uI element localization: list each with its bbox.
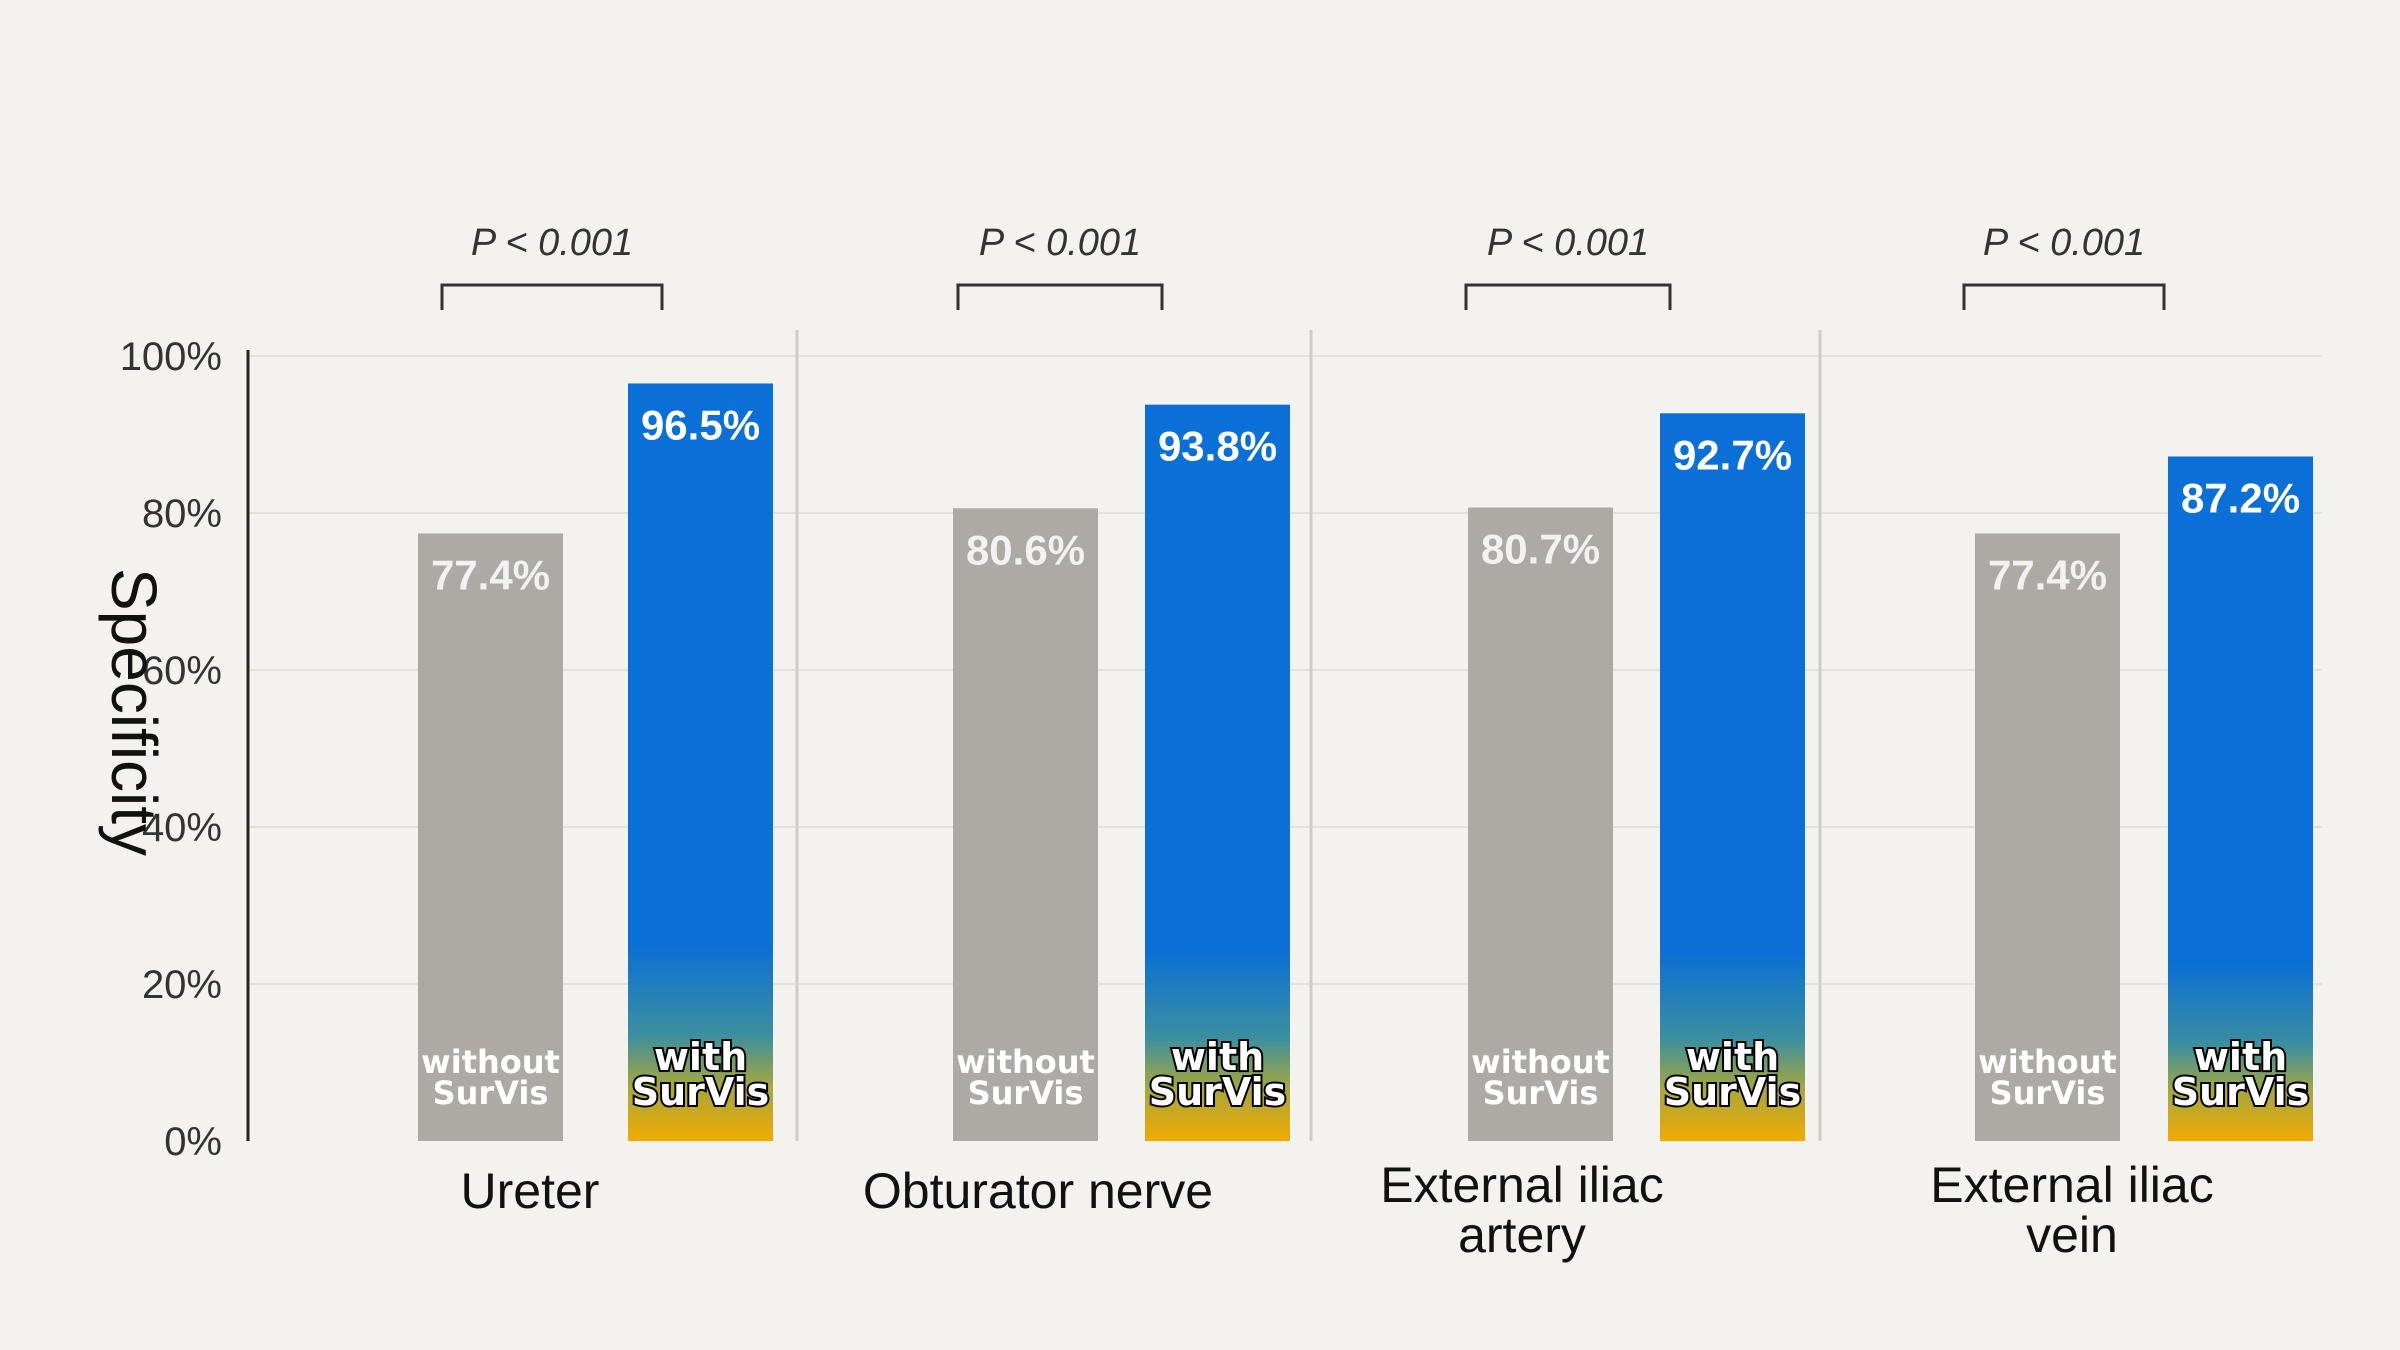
value-label-with: 87.2% xyxy=(2181,474,2300,521)
series-label-with: SurVis xyxy=(632,1070,770,1114)
category-label: vein xyxy=(2026,1207,2118,1263)
series-label-with: SurVis xyxy=(2172,1070,2310,1114)
significance-bracket xyxy=(956,283,1164,310)
category-label: External iliac xyxy=(1380,1157,1663,1213)
significance-bracket xyxy=(1464,283,1672,310)
significance-bracket xyxy=(1962,283,2166,310)
value-label-without: 77.4% xyxy=(431,551,550,598)
y-axis: 0% 20% 40% 60% 80% 100% xyxy=(120,335,250,1164)
significance-bracket xyxy=(440,283,664,310)
bar-without-survis xyxy=(1468,507,1613,1141)
category-label: External iliac xyxy=(1930,1157,2213,1213)
category-label: artery xyxy=(1458,1207,1586,1263)
category-label: Ureter xyxy=(461,1163,600,1219)
value-label-without: 80.7% xyxy=(1481,526,1600,573)
value-label-without: 80.6% xyxy=(966,526,1085,573)
value-label-without: 77.4% xyxy=(1988,551,2107,598)
series-label-with: SurVis xyxy=(1664,1070,1802,1114)
y-tick-label: 40% xyxy=(142,806,222,850)
series-label-without: without xyxy=(1471,1043,1610,1081)
y-tick-label: 60% xyxy=(142,649,222,693)
y-tick-label: 20% xyxy=(142,963,222,1007)
series-label-without: SurVis xyxy=(1990,1074,2106,1112)
group-separators xyxy=(795,330,1822,1141)
p-value-annotation: P < 0.001 xyxy=(979,222,1141,264)
y-tick-label: 0% xyxy=(164,1120,222,1164)
series-label-without: SurVis xyxy=(968,1074,1084,1112)
series-label-without: without xyxy=(1978,1043,2117,1081)
series-label-with: with xyxy=(1686,1035,1779,1079)
p-value-annotation: P < 0.001 xyxy=(471,222,633,264)
p-value-annotation: P < 0.001 xyxy=(1983,222,2145,264)
value-label-with: 96.5% xyxy=(641,401,760,448)
series-label-with: with xyxy=(2194,1035,2287,1079)
bar-without-survis xyxy=(418,533,563,1141)
series-label-with: with xyxy=(1171,1035,1264,1079)
y-tick-label: 80% xyxy=(142,492,222,536)
series-label-without: SurVis xyxy=(1483,1074,1599,1112)
series-label-with: SurVis xyxy=(1149,1070,1287,1114)
series-label-with: with xyxy=(654,1035,747,1079)
series-label-without: SurVis xyxy=(433,1074,549,1112)
series-label-without: without xyxy=(421,1043,560,1081)
bar-with-survis xyxy=(2168,456,2313,1142)
value-label-with: 93.8% xyxy=(1158,423,1277,470)
category-label: Obturator nerve xyxy=(863,1163,1213,1219)
bar-with-survis xyxy=(1660,413,1805,1141)
bar-with-survis xyxy=(1145,404,1290,1141)
series-label-without: without xyxy=(956,1043,1095,1081)
bar-with-survis xyxy=(628,383,773,1142)
y-axis-label: Specificity xyxy=(98,568,170,856)
bar-without-survis xyxy=(953,508,1098,1141)
value-label-with: 92.7% xyxy=(1673,431,1792,478)
y-tick-label: 100% xyxy=(120,335,222,379)
bar-without-survis xyxy=(1975,533,2120,1141)
bars xyxy=(418,383,2313,1142)
p-value-annotation: P < 0.001 xyxy=(1487,222,1649,264)
